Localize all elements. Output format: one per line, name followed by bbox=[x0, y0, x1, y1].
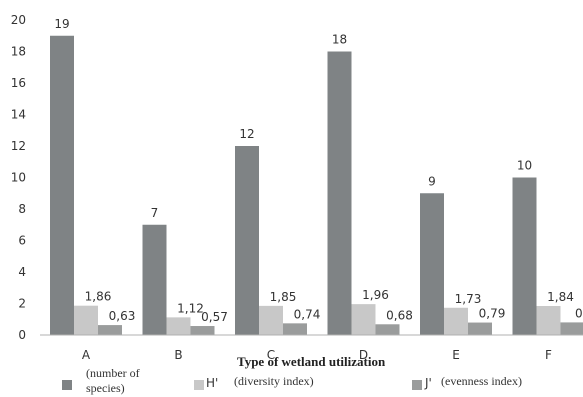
y-tick-label-10: 20 bbox=[11, 13, 26, 27]
legend-swatch-species bbox=[62, 380, 72, 390]
y-tick-label-5: 10 bbox=[11, 171, 26, 185]
data-labels: 19 1,86 0,63 7 1,120,57 12 1,85 0,74 18 1,96 0,68 9… bbox=[54, 17, 583, 324]
data-label-B-series-1: 1,12 bbox=[177, 301, 204, 315]
y-tick-label-3: 6 bbox=[18, 234, 26, 248]
bar-F-series-0 bbox=[512, 177, 537, 335]
bar-D-series-2 bbox=[375, 324, 400, 335]
bar-F-series-2 bbox=[560, 322, 583, 335]
x-tick-label-C: C bbox=[267, 348, 275, 362]
data-label-E-series-2: 0,79 bbox=[479, 307, 506, 321]
data-label-B-series-2: 0,57 bbox=[201, 310, 228, 324]
y-tick-label-7: 14 bbox=[11, 108, 26, 122]
bar-E-series-2 bbox=[468, 322, 492, 335]
data-label-F-series-2: 0,8 bbox=[575, 306, 583, 320]
y-tick-label-9: 18 bbox=[11, 45, 26, 59]
x-tick-label-E: E bbox=[452, 348, 460, 362]
legend-swatch-evenness bbox=[412, 380, 422, 390]
y-tick-label-6: 12 bbox=[11, 139, 26, 153]
legend-swatch-diversity bbox=[194, 380, 204, 390]
data-label-C-series-0: 12 bbox=[239, 127, 254, 141]
bar-E-series-1 bbox=[444, 307, 468, 335]
bar-C-series-0 bbox=[235, 146, 259, 335]
x-tick-label-A: A bbox=[82, 348, 91, 362]
data-label-D-series-1: 1,96 bbox=[362, 288, 389, 302]
bar-A-series-1 bbox=[74, 305, 98, 335]
bar-C-series-2 bbox=[283, 323, 307, 335]
y-tick-label-4: 8 bbox=[18, 202, 26, 216]
legend-label-evenness: (evenness index) bbox=[441, 374, 522, 388]
data-label-E-series-0: 9 bbox=[428, 174, 436, 188]
x-tick-label-D: D bbox=[359, 348, 368, 362]
bar-C-series-1 bbox=[259, 305, 283, 335]
y-tick-label-1: 2 bbox=[18, 297, 26, 311]
data-label-A-series-1: 1,86 bbox=[85, 290, 112, 304]
data-label-F-series-1: 1,84 bbox=[547, 290, 574, 304]
bar-E-series-0 bbox=[420, 193, 444, 335]
y-axis: 0 2 4 6 8 10 12 14 16 18 20 bbox=[11, 13, 26, 342]
y-tick-label-8: 16 bbox=[11, 76, 26, 90]
data-label-E-series-1: 1,73 bbox=[455, 292, 482, 306]
data-label-C-series-2: 0,74 bbox=[294, 307, 321, 321]
bar-D-series-0 bbox=[327, 51, 352, 335]
data-label-F-series-0: 10 bbox=[517, 159, 532, 173]
bar-F-series-1 bbox=[536, 306, 561, 335]
data-label-A-series-0: 19 bbox=[54, 17, 69, 31]
legend-label-species: (number of species) bbox=[86, 366, 140, 395]
legend-key-diversity: H' bbox=[206, 376, 219, 390]
data-label-C-series-1: 1,85 bbox=[270, 290, 297, 304]
data-label-D-series-0: 18 bbox=[332, 33, 347, 47]
bar-B-series-1 bbox=[166, 317, 191, 335]
data-label-B-series-0: 7 bbox=[151, 206, 159, 220]
bar-A-series-0 bbox=[50, 35, 74, 335]
plot-area bbox=[50, 35, 583, 335]
data-label-D-series-2: 0,68 bbox=[386, 308, 413, 322]
bar-A-series-2 bbox=[98, 325, 122, 335]
bar-D-series-1 bbox=[351, 304, 376, 335]
x-axis: A B C D E F bbox=[82, 348, 552, 362]
y-tick-label-2: 4 bbox=[18, 265, 26, 279]
legend-label-diversity: (diversity index) bbox=[234, 374, 314, 388]
legend-key-evenness: J' bbox=[425, 376, 432, 390]
bar-B-series-2 bbox=[190, 326, 215, 335]
data-label-A-series-2: 0,63 bbox=[109, 309, 136, 323]
bar-B-series-0 bbox=[142, 224, 167, 335]
y-tick-label-0: 0 bbox=[18, 328, 26, 342]
x-tick-label-F: F bbox=[545, 348, 552, 362]
x-axis-title: Type of wetland utilization bbox=[237, 354, 386, 369]
x-tick-label-B: B bbox=[174, 348, 182, 362]
